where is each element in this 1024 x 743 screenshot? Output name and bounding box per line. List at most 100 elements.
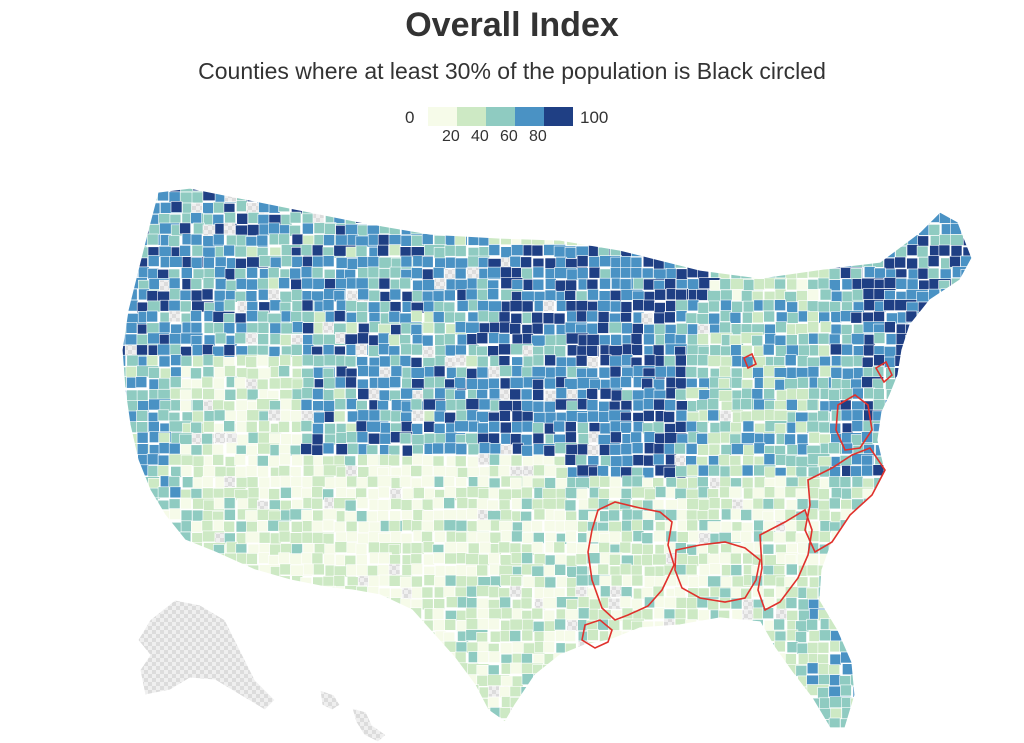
county-cell (576, 707, 589, 720)
county-cell (785, 706, 797, 719)
county-cell (718, 609, 730, 622)
county-cell (939, 585, 952, 598)
county-cell (190, 367, 202, 380)
county-cell (555, 387, 568, 399)
county-cell (641, 222, 653, 234)
county-cell (663, 411, 675, 423)
county-cell (322, 719, 335, 728)
county-cell (124, 697, 148, 709)
county-cell (786, 610, 799, 622)
county-cell (433, 598, 446, 611)
county-cell (643, 575, 656, 588)
county-cell (676, 201, 689, 213)
county-cell (917, 511, 930, 523)
county-cell (345, 300, 358, 312)
county-cell (147, 574, 160, 587)
county-cell (785, 653, 797, 666)
county-cell (476, 708, 489, 721)
county-cell (852, 235, 865, 248)
county-cell (807, 466, 820, 479)
county-cell (960, 499, 972, 512)
county-cell (455, 344, 467, 357)
county-cell (950, 597, 963, 610)
county-cell (928, 719, 941, 728)
county-cell (290, 653, 302, 666)
county-cell (862, 497, 875, 510)
county-cell (444, 618, 457, 631)
county-cell (301, 685, 314, 698)
county-cell (872, 565, 884, 578)
county-cell (379, 432, 392, 445)
county-cell (400, 235, 413, 247)
county-cell (422, 541, 435, 553)
county-cell (642, 467, 655, 479)
county-cell (214, 708, 227, 721)
county-cell (731, 674, 743, 687)
county-cell (975, 411, 997, 422)
county-cell (753, 641, 766, 654)
county-cell (411, 696, 434, 709)
county-cell (852, 212, 876, 224)
county-cell (951, 356, 963, 368)
county-cell (400, 707, 413, 720)
county-cell (122, 345, 127, 357)
county-cell (389, 376, 402, 388)
county-cell (521, 696, 533, 709)
county-cell (718, 620, 741, 633)
county-cell (906, 731, 917, 742)
county-cell (278, 697, 301, 710)
county-cell (708, 497, 721, 509)
county-cell (917, 442, 930, 454)
county-cell (488, 244, 501, 256)
county-cell (905, 310, 918, 323)
county-cell (168, 476, 181, 488)
county-cell (905, 356, 928, 369)
county-cell (960, 607, 972, 620)
county-cell (674, 421, 687, 433)
county-cell (653, 607, 666, 620)
county-cell (939, 410, 951, 423)
county-cell (619, 596, 632, 608)
county-cell (122, 675, 128, 688)
county-cell (553, 188, 577, 191)
county-cell (544, 278, 557, 290)
county-cell (927, 456, 951, 468)
county-no-data (379, 367, 391, 379)
county-cell (401, 291, 414, 303)
county-cell (278, 552, 290, 565)
county-cell (751, 696, 764, 709)
county-cell (599, 719, 612, 728)
county-cell (597, 188, 610, 193)
county-cell (147, 695, 160, 708)
county-cell (190, 444, 203, 457)
county-cell (575, 553, 588, 566)
county-cell (653, 629, 665, 642)
county-cell (487, 224, 511, 236)
county-cell (499, 190, 523, 203)
county-cell (974, 566, 985, 577)
county-cell (741, 664, 764, 677)
county-cell (257, 277, 269, 290)
county-cell (399, 576, 412, 589)
county-cell (786, 255, 799, 268)
county-cell (531, 541, 544, 554)
county-cell (864, 211, 876, 224)
county-cell (555, 356, 568, 369)
county-cell (971, 376, 972, 388)
county-cell (763, 433, 776, 445)
legend-ticks: 20 40 60 80 (442, 128, 558, 146)
county-cell (192, 509, 204, 522)
county-cell (917, 377, 930, 389)
county-cell (213, 201, 225, 214)
county-cell (851, 245, 863, 258)
county-cell (202, 344, 214, 356)
county-cell (895, 709, 908, 721)
county-cell (269, 322, 282, 335)
county-cell (961, 685, 972, 698)
county-cell (588, 256, 601, 268)
county-cell (853, 191, 876, 204)
county-cell (322, 299, 335, 311)
county-cell (918, 597, 930, 609)
county-cell (122, 398, 127, 411)
county-cell (301, 674, 325, 687)
